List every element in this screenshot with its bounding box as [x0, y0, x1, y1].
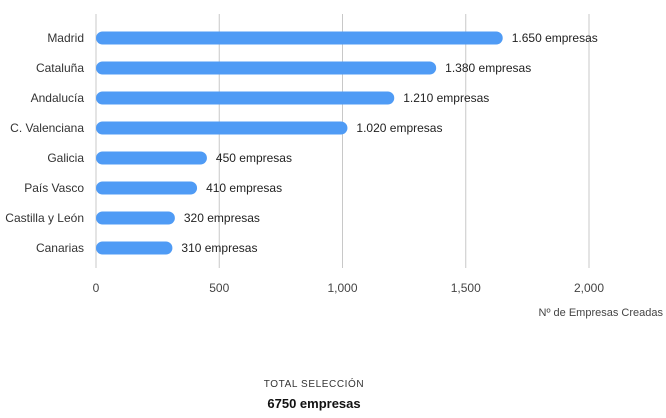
category-label: Castilla y León [5, 211, 84, 225]
x-tick-label: 0 [93, 281, 100, 295]
bars-group [96, 31, 503, 255]
bar [96, 31, 503, 45]
category-labels: Madrid Cataluña Andalucía C. Valenciana Gali… [5, 31, 84, 255]
bar [96, 151, 207, 165]
category-label: Madrid [47, 31, 84, 45]
category-label: Canarias [36, 241, 84, 255]
total-selection-value: 6750 empresas [267, 396, 361, 411]
category-label: Cataluña [36, 61, 84, 75]
x-tick-label: 2,000 [574, 281, 604, 295]
data-label: 1.210 empresas [403, 91, 489, 105]
category-label: C. Valenciana [10, 121, 84, 135]
data-label: 450 empresas [216, 151, 292, 165]
x-tick-label: 500 [209, 281, 229, 295]
total-selection-label: TOTAL SELECCIÓN [263, 379, 365, 390]
category-label: País Vasco [24, 181, 84, 195]
bar [96, 211, 175, 225]
bar [96, 181, 198, 195]
x-tick-labels: 0 500 1,000 1,500 2,000 [93, 281, 605, 295]
data-label: 1.650 empresas [512, 31, 598, 45]
bar [96, 241, 173, 255]
x-tick-label: 1,000 [327, 281, 357, 295]
bar [96, 91, 395, 105]
data-labels: 1.650 empresas 1.380 empresas 1.210 empres… [181, 31, 597, 255]
data-label: 1.020 empresas [356, 121, 442, 135]
bar-chart: Madrid Cataluña Andalucía C. Valenciana Gali… [5, 14, 664, 319]
data-label: 320 empresas [184, 211, 260, 225]
bar [96, 61, 437, 75]
data-label: 310 empresas [181, 241, 257, 255]
data-label: 410 empresas [206, 181, 282, 195]
grid-lines [95, 14, 590, 268]
category-label: Andalucía [31, 91, 85, 105]
x-tick-label: 1,500 [451, 281, 481, 295]
x-axis-title: Nº de Empresas Creadas [539, 307, 664, 319]
bar [96, 121, 348, 135]
data-label: 1.380 empresas [445, 61, 531, 75]
category-label: Galicia [47, 151, 84, 165]
